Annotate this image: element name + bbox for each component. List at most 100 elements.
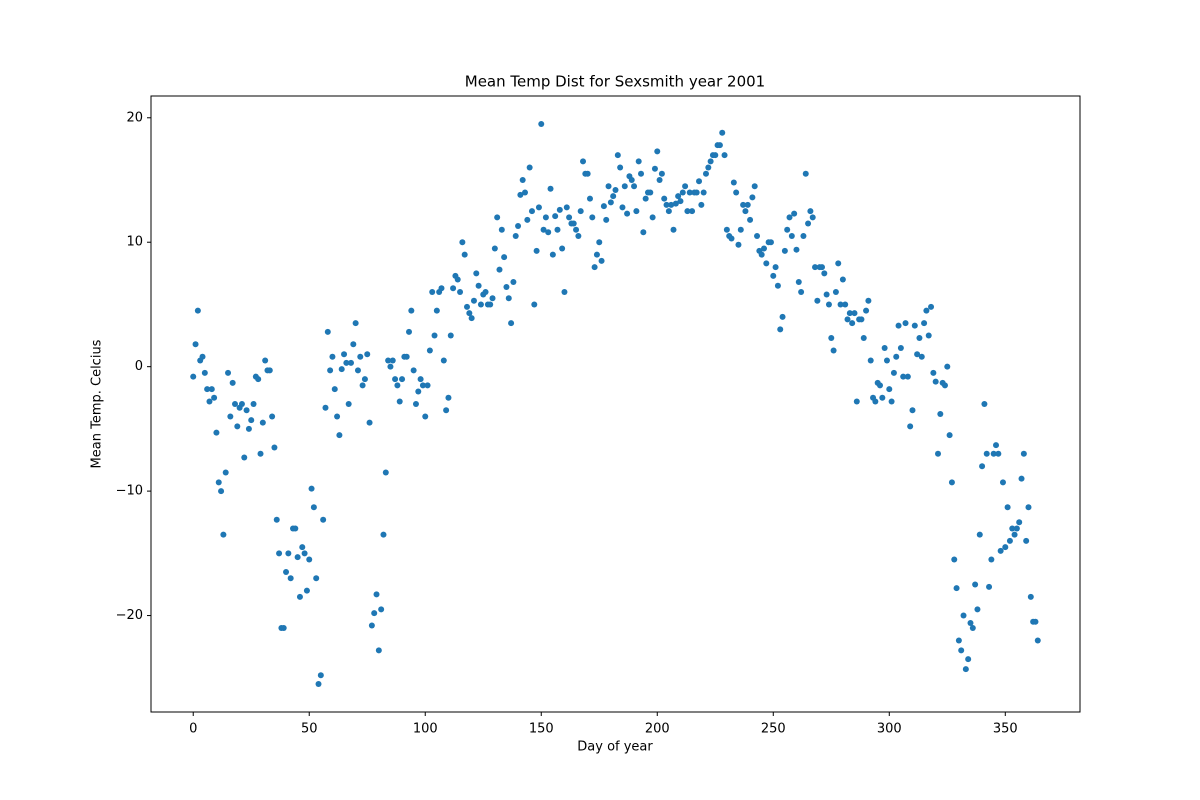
point	[285, 550, 292, 557]
point	[287, 575, 294, 582]
point	[577, 208, 584, 215]
point	[301, 550, 308, 557]
point	[447, 332, 454, 339]
point	[220, 531, 227, 538]
point	[426, 347, 433, 354]
point	[269, 413, 276, 420]
point	[747, 216, 754, 223]
point	[464, 303, 471, 310]
x-tick-label: 300	[877, 722, 902, 737]
point	[767, 239, 774, 246]
point	[649, 214, 656, 221]
point	[417, 376, 424, 383]
point	[686, 189, 693, 196]
point	[800, 233, 807, 239]
point	[540, 226, 547, 233]
point	[257, 450, 264, 457]
point	[338, 366, 345, 373]
point	[292, 525, 299, 532]
plot-frame	[150, 95, 1081, 713]
point	[473, 270, 480, 277]
point	[842, 301, 849, 308]
point	[371, 610, 378, 617]
point	[501, 254, 508, 261]
point	[721, 152, 728, 159]
point	[923, 307, 930, 314]
point	[317, 672, 324, 679]
point	[524, 216, 531, 223]
point	[925, 332, 932, 339]
point	[628, 177, 635, 183]
point	[280, 625, 287, 631]
y-tick-label: −10	[116, 484, 143, 499]
point	[886, 386, 893, 393]
point	[890, 369, 897, 376]
point	[670, 226, 677, 233]
point	[807, 208, 814, 215]
point	[593, 251, 600, 258]
point	[248, 417, 255, 424]
point	[760, 245, 767, 252]
point	[440, 357, 447, 364]
point	[598, 257, 605, 264]
point	[238, 401, 245, 407]
point	[215, 479, 222, 486]
point	[1025, 504, 1032, 511]
point	[382, 469, 389, 476]
point	[554, 226, 561, 233]
point	[1020, 450, 1027, 457]
point	[378, 606, 385, 613]
point	[454, 276, 461, 283]
point	[445, 394, 452, 401]
point	[496, 266, 503, 273]
point	[830, 347, 837, 354]
point	[631, 183, 638, 190]
point	[331, 386, 338, 393]
point	[872, 398, 879, 405]
point	[740, 201, 747, 208]
point	[1013, 525, 1020, 532]
point	[883, 357, 890, 364]
point	[489, 295, 496, 302]
point	[990, 450, 997, 457]
point	[770, 272, 777, 279]
point	[932, 378, 939, 385]
point	[406, 328, 413, 335]
point	[937, 410, 944, 417]
point	[517, 191, 524, 198]
point	[600, 203, 607, 210]
point	[712, 152, 719, 159]
chart-title: Mean Temp Dist for Sexsmith year 2001	[465, 73, 765, 91]
point	[638, 170, 645, 177]
point	[911, 322, 918, 329]
point	[675, 193, 682, 200]
point	[763, 260, 770, 267]
point	[450, 285, 457, 292]
point	[969, 625, 976, 631]
point	[719, 129, 726, 136]
point	[805, 220, 812, 227]
point	[213, 429, 220, 436]
point	[1006, 537, 1013, 544]
point	[510, 279, 517, 286]
x-tick-label: 250	[761, 722, 786, 737]
point	[786, 214, 793, 221]
point	[259, 419, 266, 426]
point	[839, 276, 846, 283]
point	[663, 201, 670, 208]
point	[512, 233, 519, 239]
point	[515, 223, 522, 230]
point	[273, 516, 280, 523]
point	[900, 373, 907, 380]
point	[341, 351, 348, 358]
point	[935, 450, 942, 457]
point	[334, 413, 341, 420]
point	[461, 251, 468, 258]
point	[962, 666, 969, 673]
point	[744, 201, 751, 208]
point	[241, 454, 248, 461]
point	[916, 335, 923, 342]
point	[737, 226, 744, 233]
point	[665, 208, 672, 215]
point	[967, 620, 974, 627]
